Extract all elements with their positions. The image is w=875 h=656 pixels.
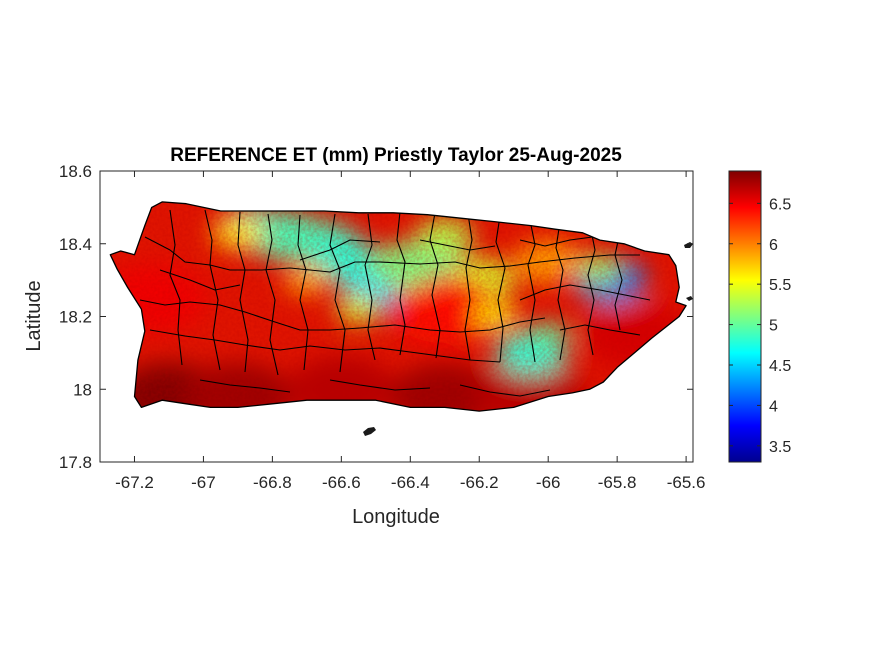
municipal-boundary-8: [364, 213, 376, 361]
municipal-boundary-25: [329, 379, 431, 391]
y-tick-label-0: 17.8: [59, 453, 92, 472]
x-tick-label-4: -66.4: [391, 473, 430, 492]
municipal-boundary-22: [519, 284, 651, 301]
x-tick-label-2: -66.8: [253, 473, 292, 492]
x-axis-label: Longitude: [352, 506, 440, 528]
municipal-boundary-1: [139, 299, 546, 333]
municipal-boundary-21: [519, 235, 601, 247]
x-tick-label-7: -65.8: [598, 473, 637, 492]
municipal-boundaries: [139, 209, 651, 397]
municipal-boundary-18: [159, 269, 241, 291]
municipal-boundary-12: [495, 215, 506, 363]
colorbar-tick-label-0: 3.5: [769, 439, 791, 456]
x-tick-label-0: -67.2: [115, 473, 154, 492]
municipal-boundary-0: [144, 236, 640, 273]
colorbar: 3.5 4 4.5 5 5.5 6 6.5: [728, 170, 791, 463]
colorbar-tick-label-5: 6: [769, 237, 778, 254]
colorbar-tick-label-4: 5.5: [769, 277, 791, 294]
y-tick-label-4: 18.6: [59, 162, 92, 181]
colorbar-tick-label-2: 4.5: [769, 358, 791, 375]
municipal-boundary-26: [459, 384, 551, 397]
coastline: [109, 201, 687, 412]
colorbar-tick-label-3: 5: [769, 318, 778, 335]
x-tick-label-8: -65.6: [667, 473, 706, 492]
municipal-boundary-19: [299, 239, 381, 261]
y-tick-label-2: 18.2: [59, 308, 92, 327]
municipal-boundary-17: [149, 329, 501, 363]
municipal-boundary-9: [396, 211, 406, 356]
municipal-boundary-10: [429, 212, 441, 359]
y-tick-label-1: 18: [73, 380, 92, 399]
municipal-boundary-11: [464, 213, 473, 361]
caja-de-muertos-island: [363, 427, 376, 436]
municipal-boundary-7: [329, 213, 346, 373]
x-axis-ticks: -67.2 -67 -66.8 -66.6 -66.4 -66.2 -66 -65.8 -65.…: [115, 171, 705, 492]
x-tick-label-5: -66.2: [460, 473, 499, 492]
y-tick-label-3: 18.4: [59, 235, 92, 254]
colorbar-ticks: 3.5 4 4.5 5 5.5 6 6.5: [729, 196, 791, 456]
municipal-boundary-24: [199, 379, 291, 393]
municipal-boundary-5: [265, 213, 279, 376]
municipal-boundary-20: [419, 239, 496, 251]
colorbar-tick-label-6: 6.5: [769, 196, 791, 213]
colorbar-tick-label-1: 4: [769, 398, 778, 415]
municipal-boundary-16: [614, 231, 623, 331]
x-tick-label-1: -67: [191, 473, 216, 492]
y-axis-label: Latitude: [23, 280, 45, 351]
municipal-boundary-23: [559, 324, 641, 336]
y-axis-ticks: 17.8 18 18.2 18.4 18.6: [59, 162, 693, 472]
x-tick-label-3: -66.6: [322, 473, 361, 492]
chart-title: REFERENCE ET (mm) Priestly Taylor 25-Aug…: [170, 145, 622, 166]
colorbar-gradient: [728, 170, 762, 463]
municipal-boundary-3: [204, 209, 221, 371]
municipal-boundary-6: [297, 214, 309, 371]
municipal-boundary-13: [527, 219, 536, 363]
x-tick-label-6: -66: [536, 473, 561, 492]
municipal-boundary-2: [169, 209, 183, 366]
municipal-boundary-15: [587, 224, 596, 356]
